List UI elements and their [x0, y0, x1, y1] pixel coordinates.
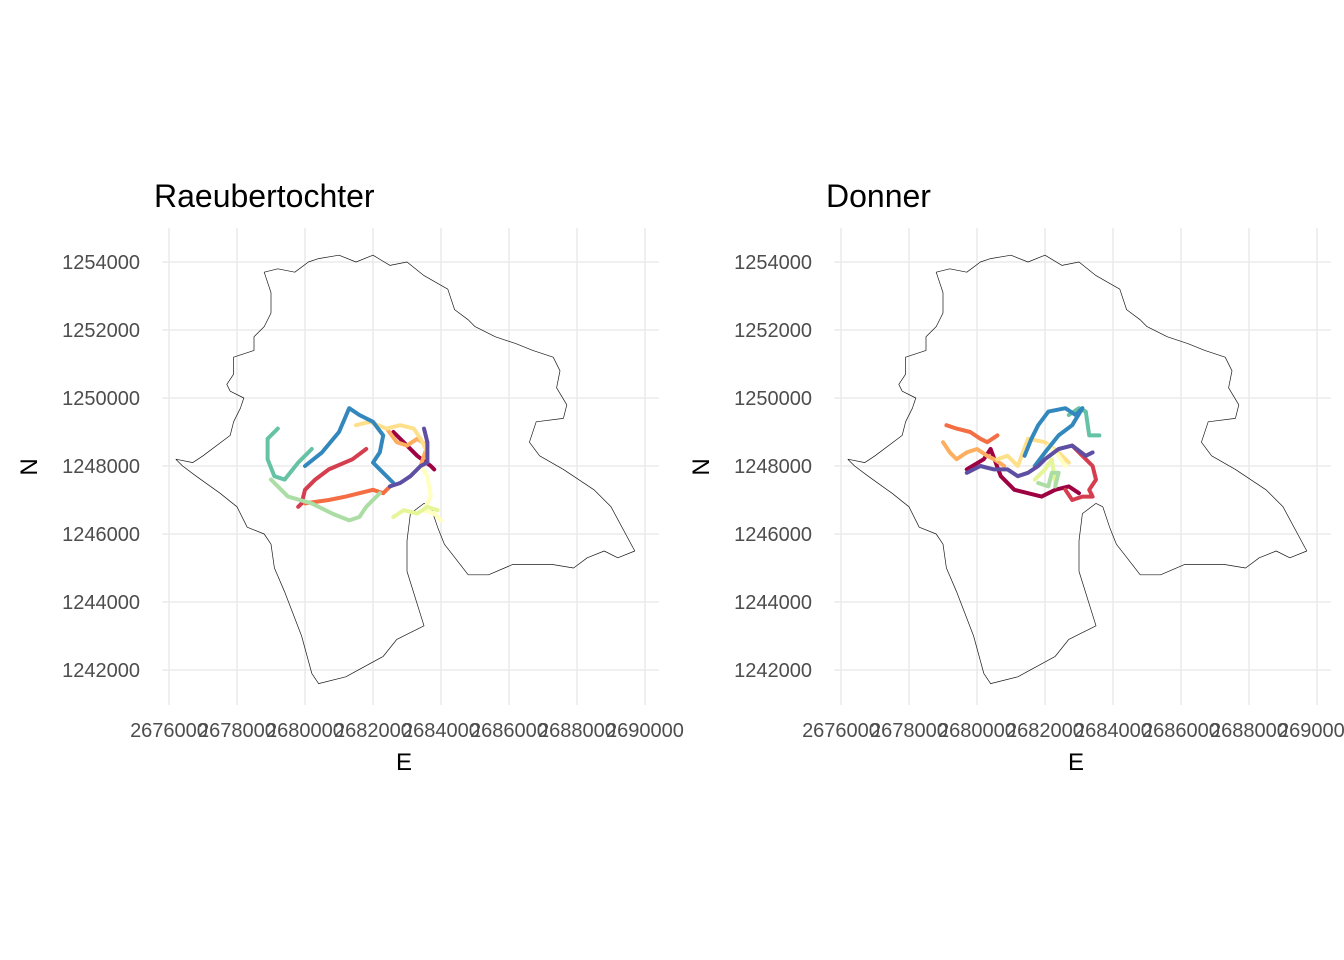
y-tick-label: 1246000 [734, 524, 812, 546]
y-tick-label: 1244000 [734, 592, 812, 614]
track-line-4 [941, 440, 1007, 468]
panel-donner: Donner E N 26760002678000268000026820002… [688, 178, 1344, 776]
region-boundary [847, 254, 1308, 684]
track-line-3 [944, 423, 1000, 445]
x-tick-label: 2680000 [266, 720, 344, 742]
y-tick-label: 1252000 [734, 320, 812, 342]
panel-title: Raeubertochter [154, 178, 375, 214]
y-tick-label: 1252000 [62, 320, 140, 342]
x-tick-label: 2686000 [470, 720, 548, 742]
track-line-5 [995, 436, 1071, 468]
x-tick-label: 2684000 [402, 720, 480, 742]
track-line-8 [269, 477, 382, 523]
track-line-10 [1022, 406, 1085, 468]
track-line-10 [303, 406, 396, 485]
y-tick-label: 1244000 [62, 592, 140, 614]
y-axis-label: N [16, 458, 43, 475]
track-line-1 [391, 430, 437, 472]
x-tick-label: 2684000 [1074, 720, 1152, 742]
panel-raeubertochter: Raeubertochter E N 267600026780002680000… [16, 178, 684, 776]
track-line-6 [1046, 443, 1068, 468]
y-tick-label: 1254000 [734, 252, 812, 274]
x-tick-label: 2688000 [538, 720, 616, 742]
panel-title: Donner [826, 178, 931, 214]
x-tick-label: 2690000 [606, 720, 684, 742]
y-tick-label: 1246000 [62, 524, 140, 546]
y-tick-label: 1254000 [62, 252, 140, 274]
x-axis-label: E [396, 749, 412, 776]
track-line-6 [418, 464, 443, 523]
track-line-8 [1036, 470, 1061, 489]
track-line-11 [388, 426, 430, 489]
y-tick-label: 1248000 [62, 456, 140, 478]
x-tick-label: 2676000 [802, 720, 880, 742]
y-tick-label: 1242000 [734, 660, 812, 682]
region-boundary [175, 254, 636, 684]
y-tick-label: 1250000 [734, 388, 812, 410]
y-axis-label: N [688, 458, 715, 475]
x-tick-label: 2682000 [334, 720, 412, 742]
track-line-7 [391, 504, 440, 519]
y-tick-label: 1242000 [62, 660, 140, 682]
x-tick-label: 2686000 [1142, 720, 1220, 742]
y-tick-label: 1248000 [734, 456, 812, 478]
x-tick-label: 2680000 [938, 720, 1016, 742]
track-line-2 [1063, 443, 1098, 502]
track-line-3 [303, 484, 392, 506]
track-line-9 [265, 426, 314, 482]
x-axis-label: E [1068, 749, 1084, 776]
x-tick-label: 2676000 [130, 720, 208, 742]
x-tick-label: 2678000 [198, 720, 276, 742]
x-tick-label: 2678000 [870, 720, 948, 742]
track-line-9 [1066, 406, 1102, 438]
track-line-11 [964, 443, 1095, 479]
x-tick-label: 2690000 [1278, 720, 1344, 742]
track-line-2 [296, 447, 369, 509]
x-tick-label: 2688000 [1210, 720, 1288, 742]
track-line-4 [384, 426, 430, 468]
y-tick-label: 1250000 [62, 388, 140, 410]
x-tick-label: 2682000 [1006, 720, 1084, 742]
